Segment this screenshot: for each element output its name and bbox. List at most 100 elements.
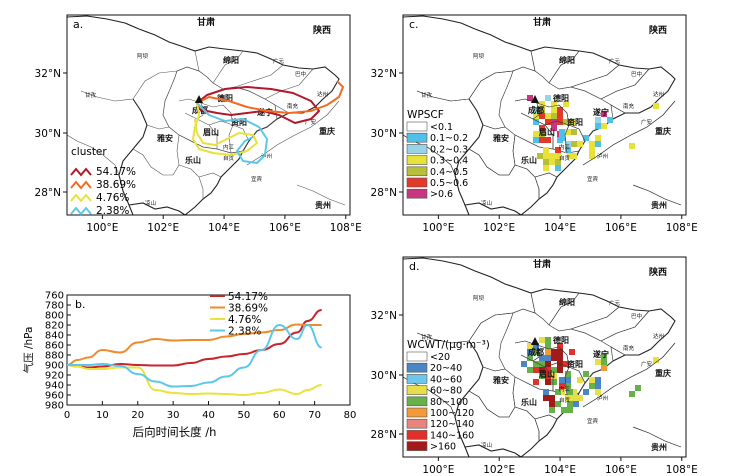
place-label-leshan: 乐山 [185, 155, 201, 165]
x-tick-label: 108°E [666, 464, 698, 476]
wpscf-cell [539, 113, 545, 119]
place-label-shaanxi: 陕西 [649, 24, 667, 36]
wcwt-cell [577, 395, 583, 401]
map-frame [402, 256, 687, 458]
wcwt-cell [539, 355, 545, 361]
wpscf-cell [595, 141, 601, 147]
wpscf-cell [653, 103, 659, 109]
place-label-guangyuan: 广元 [609, 57, 621, 65]
legend-label-2: 20~40 [430, 363, 462, 374]
city-border-overlay [632, 184, 682, 206]
wcwt-cell [551, 373, 557, 379]
province-border [67, 15, 340, 215]
place-label-ganzi: 甘孜 [421, 333, 433, 341]
city-border-overlay [582, 342, 676, 408]
wcwt-cell [567, 401, 573, 407]
place-label-bazhong: 巴中 [295, 70, 306, 78]
place-label-guangyuan: 广元 [609, 299, 621, 307]
place-label-mianyang: 绵阳 [222, 55, 239, 65]
legend-swatch-5 [406, 396, 428, 407]
wpscf-cell [565, 141, 571, 147]
legend-swatch-4 [406, 385, 428, 395]
wpscf-cell [539, 101, 545, 107]
wcwt-cell [565, 395, 571, 401]
wpscf-cell [557, 107, 563, 113]
place-label-guizhou: 贵州 [651, 442, 667, 452]
wpscf-cell [549, 153, 555, 159]
legend-swatch-7 [406, 418, 428, 429]
wcwt-cell [569, 349, 575, 355]
place-label-bazhong: 巴中 [631, 312, 642, 320]
wpscf-cell [539, 125, 545, 131]
trajectory-cluster-2 [196, 80, 344, 114]
place-label-mianyang: 绵阳 [558, 297, 575, 307]
city-border-overlay [544, 120, 586, 142]
place-label-leshan: 乐山 [521, 155, 537, 165]
wpscf-cell [539, 107, 545, 113]
wpscf-cell [589, 147, 595, 153]
place-label-guizhou: 贵州 [315, 200, 331, 210]
wcwt-cell [539, 361, 545, 367]
wcwt-cell [589, 383, 595, 389]
y-tick-label: 860 [45, 341, 64, 352]
wcwt-cell [573, 401, 579, 407]
wpscf-cell [545, 119, 551, 125]
x-tick-label: 60 [273, 410, 286, 421]
wcwt-cell [557, 355, 563, 361]
map-frame [66, 14, 351, 216]
x-tick-label: 104°E [208, 222, 240, 234]
city-border-overlay [534, 172, 558, 178]
wpscf-cell [533, 107, 539, 113]
city-border-overlay [482, 366, 506, 372]
wcwt-cell [559, 383, 565, 389]
legend-swatch-3 [406, 374, 428, 384]
wcwt-cell [527, 367, 533, 373]
legend-swatch-2 [70, 180, 92, 190]
legend-swatch-1 [406, 121, 428, 132]
place-label-chengdu: 成都 [528, 105, 544, 115]
map-frame [402, 14, 687, 216]
x-tick-label: 108°E [666, 222, 698, 234]
wpscf-cell [601, 123, 607, 129]
y-tick-label: 780 [45, 301, 64, 312]
wcwt-cell [543, 395, 549, 401]
city-border-overlay [532, 102, 540, 120]
place-label-meishan: 眉山 [539, 127, 555, 137]
wpscf-cell [549, 159, 555, 165]
wcwt-cell [533, 361, 539, 367]
wpscf-cell [571, 129, 577, 135]
place-label-guangan: 广安 [641, 360, 653, 368]
legend-label-3: 40~60 [430, 374, 462, 385]
city-border [246, 100, 340, 166]
place-label-luzhou: 泸州 [261, 152, 272, 160]
wcwt-cell [545, 379, 551, 385]
receptor-marker [195, 95, 203, 103]
wcwt-cell [555, 389, 561, 395]
province-border [464, 202, 522, 215]
x-tick-label: 104°E [544, 464, 576, 476]
legend-label-8: 140~160 [430, 430, 474, 441]
y-tick-label: 28°N [371, 429, 397, 441]
wcwt-cell [545, 361, 551, 367]
legend-label-9: >160 [430, 442, 456, 453]
wpscf-cell [571, 153, 577, 159]
trajectory-cluster-1 [196, 86, 320, 124]
wpscf-cell [551, 107, 557, 113]
x-tick-label: 40 [202, 410, 215, 421]
wpscf-cell [565, 147, 571, 153]
x-tick-label: 102°E [483, 464, 515, 476]
wcwt-cell [595, 359, 601, 365]
place-label-ganzi: 甘孜 [85, 91, 97, 99]
wcwt-cell [545, 349, 551, 355]
place-label-aba: 阿坝 [473, 52, 485, 60]
place-label-suining: 遂宁 [593, 107, 609, 117]
wcwt-cell [539, 337, 545, 343]
legend-label-4: 2.38% [96, 205, 129, 217]
place-label-ziyang: 资阳 [567, 359, 583, 369]
wcwt-cell [551, 379, 557, 385]
place-label-dazhou: 达州 [653, 90, 664, 98]
wcwt-cell [527, 349, 533, 355]
wpscf-cell [543, 159, 549, 165]
wpscf-cell [551, 125, 557, 131]
legend-label-6: 0.5~0.6 [430, 178, 468, 189]
